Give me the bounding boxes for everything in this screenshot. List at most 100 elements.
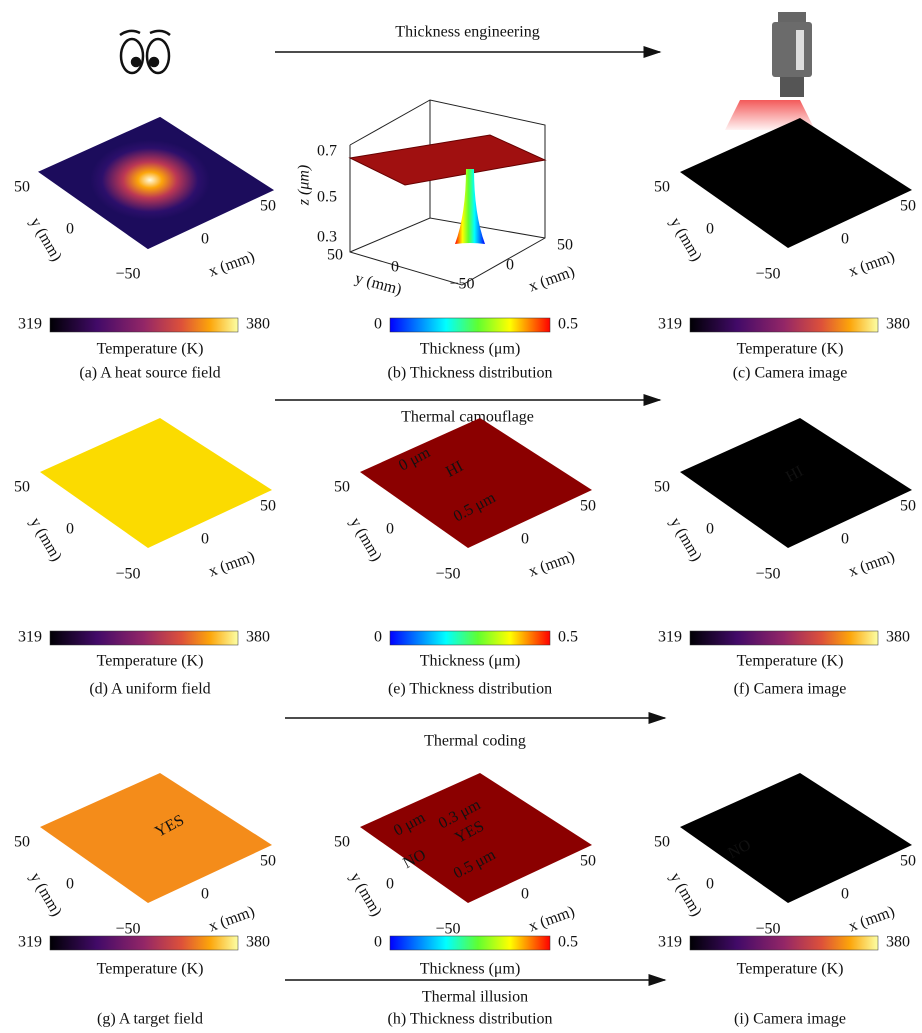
y-tick-label: 0	[706, 221, 714, 238]
colorbar	[50, 318, 238, 332]
colorbar-max: 380	[886, 629, 910, 646]
x-axis-label: x (mm)	[846, 903, 896, 935]
colorbar	[50, 631, 238, 645]
x-tick-label: 50	[557, 237, 573, 254]
y-axis-label: y (mm)	[346, 515, 384, 565]
panel-caption: (a) A heat source field	[79, 365, 220, 382]
colorbar-label: Temperature (K)	[737, 961, 844, 978]
y-tick-label: 50	[654, 179, 670, 196]
colorbar-min: 319	[18, 934, 42, 951]
surface-plot	[350, 100, 545, 285]
y-tick-label: −50	[115, 921, 140, 938]
colorbar	[390, 631, 550, 645]
y-axis-label: y (mm)	[26, 870, 64, 920]
colorbar-max: 0.5	[558, 629, 578, 646]
x-tick-label: 0	[521, 886, 529, 903]
x-tick-label: 0	[521, 531, 529, 548]
x-tick-label: 50	[260, 853, 276, 870]
x-axis-label: x (mm)	[846, 548, 896, 580]
y-axis-label: y (mm)	[26, 215, 64, 265]
x-tick-label: 50	[260, 198, 276, 215]
x-axis-label: x (mm)	[526, 548, 576, 580]
z-tick-label: 0.7	[317, 143, 337, 160]
camera-icon	[725, 12, 815, 130]
colorbar-max: 380	[886, 934, 910, 951]
colorbar-min: 319	[658, 629, 682, 646]
y-tick-label: −50	[115, 266, 140, 283]
plane	[40, 773, 272, 903]
x-axis-label: x (mm)	[206, 548, 256, 580]
panel-caption: (e) Thickness distribution	[388, 681, 552, 698]
colorbar-label: Temperature (K)	[97, 961, 204, 978]
y-axis-label: y (mm)	[26, 515, 64, 565]
y-tick-label: −50	[115, 566, 140, 583]
y-tick-label: 0	[66, 521, 74, 538]
y-tick-label: −50	[435, 921, 460, 938]
x-tick-label: 0	[841, 531, 849, 548]
colorbar-max: 380	[246, 629, 270, 646]
x-tick-label: 50	[900, 853, 916, 870]
colorbar-max: 0.5	[558, 934, 578, 951]
panel-caption: (f) Camera image	[734, 681, 847, 698]
x-tick-label: 50	[580, 853, 596, 870]
hot-spot	[90, 140, 210, 220]
colorbar-min: 319	[658, 934, 682, 951]
colorbar-max: 380	[246, 316, 270, 333]
colorbar	[50, 936, 238, 950]
y-axis-label: y (mm)	[666, 870, 704, 920]
colorbar-min: 319	[658, 316, 682, 333]
x-axis-label: x (mm)	[526, 903, 576, 935]
arrow-label: Thermal coding	[424, 733, 526, 750]
y-tick-label: 50	[327, 247, 343, 264]
colorbar	[690, 318, 878, 332]
x-tick-label: 0	[841, 231, 849, 248]
colorbar	[390, 936, 550, 950]
x-tick-label: 0	[201, 886, 209, 903]
plane	[680, 118, 912, 248]
colorbar-min: 0	[374, 934, 382, 951]
x-tick-label: 0	[201, 531, 209, 548]
y-tick-label: 50	[14, 179, 30, 196]
y-tick-label: 0	[386, 521, 394, 538]
funnel	[455, 169, 485, 244]
plane	[40, 418, 272, 548]
y-tick-label: 0	[66, 221, 74, 238]
y-tick-label: 50	[654, 479, 670, 496]
panel-caption: (g) A target field	[97, 1011, 203, 1028]
x-tick-label: 50	[260, 498, 276, 515]
arrow-label: Thickness engineering	[395, 24, 539, 41]
colorbar	[690, 936, 878, 950]
colorbar-label: Thickness (μm)	[420, 653, 521, 670]
colorbar-max: 0.5	[558, 316, 578, 333]
z-axis-label: z (μm)	[296, 165, 313, 206]
y-tick-label: 0	[66, 876, 74, 893]
panel-caption: (h) Thickness distribution	[387, 1011, 552, 1028]
colorbar-label: Temperature (K)	[737, 341, 844, 358]
y-tick-label: 0	[706, 521, 714, 538]
y-tick-label: 50	[334, 834, 350, 851]
x-tick-label: 50	[900, 498, 916, 515]
colorbar-label: Temperature (K)	[97, 341, 204, 358]
y-tick-label: −50	[449, 276, 474, 293]
eyes-icon	[120, 31, 170, 73]
colorbar	[390, 318, 550, 332]
x-tick-label: 50	[580, 498, 596, 515]
y-axis-label: y (mm)	[346, 870, 384, 920]
panel-caption: (i) Camera image	[734, 1011, 846, 1028]
y-axis-label: y (mm)	[666, 215, 704, 265]
box	[350, 100, 545, 285]
y-tick-label: −50	[755, 266, 780, 283]
colorbar-label: Temperature (K)	[737, 653, 844, 670]
colorbar-min: 319	[18, 316, 42, 333]
y-tick-label: 50	[334, 479, 350, 496]
x-tick-label: 0	[506, 257, 514, 274]
colorbar-min: 319	[18, 629, 42, 646]
colorbar	[690, 631, 878, 645]
panel-caption: (b) Thickness distribution	[387, 365, 552, 382]
x-axis-label: x (mm)	[206, 903, 256, 935]
x-tick-label: 0	[201, 231, 209, 248]
colorbar-min: 0	[374, 629, 382, 646]
colorbar-min: 0	[374, 316, 382, 333]
colorbar-label: Thickness (μm)	[420, 961, 521, 978]
surface	[350, 135, 545, 185]
